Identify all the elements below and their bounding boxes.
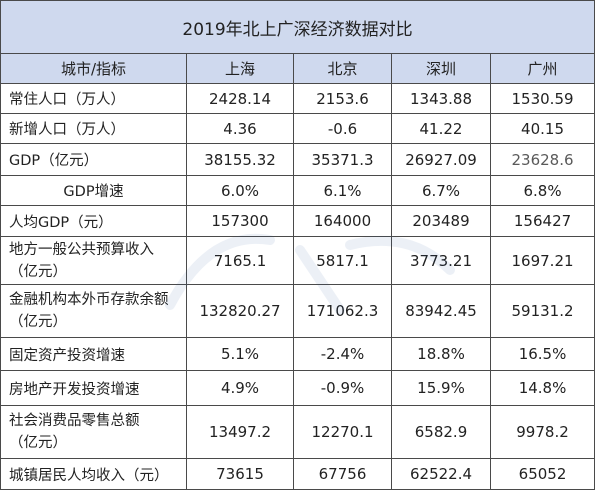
table-header-row: 城市/指标 上海 北京 深圳 广州: [0, 53, 596, 84]
cell-shanghai: 132820.27: [186, 284, 294, 338]
cell-guangzhou: 9978.2: [489, 405, 596, 459]
cell-shanghai: 13497.2: [186, 405, 294, 459]
cell-guangzhou: 23628.6: [489, 143, 596, 176]
cell-shenzhen: 15.9%: [391, 370, 491, 406]
table-row: 新增人口（万人） 4.36 -0.6 41.22 40.15: [0, 113, 596, 144]
cell-shenzhen: 3773.21: [391, 236, 491, 285]
cell-guangzhou: 1697.21: [489, 236, 596, 285]
row-label-line2: （亿元）: [9, 435, 67, 451]
row-label: 金融机构本外币存款余额 （亿元）: [0, 284, 187, 338]
row-label: 社会消费品零售总额 （亿元）: [0, 405, 187, 459]
cell-shanghai: 6.0%: [186, 175, 294, 206]
cell-shenzhen: 18.8%: [391, 337, 491, 371]
row-label: 房地产开发投资增速: [0, 370, 187, 406]
row-label-line1: 地方一般公共预算收入: [9, 241, 154, 258]
cell-beijing: 164000: [293, 205, 392, 237]
cell-beijing: 67756: [293, 458, 392, 490]
row-label-line2: （亿元）: [9, 263, 67, 280]
cell-beijing: 5817.1: [293, 236, 392, 285]
cell-beijing: -0.9%: [293, 370, 392, 406]
table-row: 金融机构本外币存款余额 （亿元） 132820.27 171062.3 83942…: [0, 284, 596, 338]
row-label: GDP增速: [0, 175, 187, 206]
cell-guangzhou: 40.15: [489, 113, 596, 144]
row-label: 地方一般公共预算收入 （亿元）: [0, 236, 187, 285]
header-indicator: 城市/指标: [0, 53, 187, 84]
cell-shanghai: 4.9%: [186, 370, 294, 406]
table-row: 城镇居民人均收入（元） 73615 67756 62522.4 65052: [0, 458, 596, 490]
cell-shanghai: 38155.32: [186, 143, 294, 176]
row-label: GDP（亿元）: [0, 143, 187, 176]
table-row: GDP（亿元） 38155.32 35371.3 26927.09 23628.…: [0, 143, 596, 176]
cell-shanghai: 157300: [186, 205, 294, 237]
header-shenzhen: 深圳: [391, 53, 491, 84]
table-title: 2019年北上广深经济数据对比: [0, 0, 596, 54]
cell-shenzhen: 1343.88: [391, 83, 491, 114]
cell-beijing: 6.1%: [293, 175, 392, 206]
table-row: 房地产开发投资增速 4.9% -0.9% 15.9% 14.8%: [0, 370, 596, 406]
cell-guangzhou: 65052: [489, 458, 596, 490]
row-label-line1: 社会消费品零售总额: [9, 413, 140, 429]
cell-beijing: 2153.6: [293, 83, 392, 114]
cell-guangzhou: 14.8%: [489, 370, 596, 406]
cell-shanghai: 7165.1: [186, 236, 294, 285]
header-guangzhou: 广州: [489, 53, 596, 84]
row-label-line2: （亿元）: [9, 314, 67, 330]
cell-shenzhen: 26927.09: [391, 143, 491, 176]
row-label: 城镇居民人均收入（元）: [0, 458, 187, 490]
cell-shenzhen: 83942.45: [391, 284, 491, 338]
table-row: 社会消费品零售总额 （亿元） 13497.2 12270.1 6582.9 997…: [0, 405, 596, 459]
cell-guangzhou: 6.8%: [489, 175, 596, 206]
cell-shenzhen: 6.7%: [391, 175, 491, 206]
table-row: 人均GDP（元） 157300 164000 203489 156427: [0, 205, 596, 237]
cell-guangzhou: 59131.2: [489, 284, 596, 338]
cell-shenzhen: 41.22: [391, 113, 491, 144]
header-beijing: 北京: [293, 53, 392, 84]
table-row: GDP增速 6.0% 6.1% 6.7% 6.8%: [0, 175, 596, 206]
cell-beijing: -0.6: [293, 113, 392, 144]
cell-shanghai: 2428.14: [186, 83, 294, 114]
cell-guangzhou: 156427: [489, 205, 596, 237]
cell-shenzhen: 6582.9: [391, 405, 491, 459]
row-label-line1: 金融机构本外币存款余额: [9, 292, 169, 308]
cell-guangzhou: 16.5%: [489, 337, 596, 371]
cell-shenzhen: 62522.4: [391, 458, 491, 490]
row-label: 人均GDP（元）: [0, 205, 187, 237]
cell-guangzhou: 1530.59: [489, 83, 596, 114]
cell-beijing: -2.4%: [293, 337, 392, 371]
cell-beijing: 35371.3: [293, 143, 392, 176]
cell-beijing: 171062.3: [293, 284, 392, 338]
cell-shanghai: 73615: [186, 458, 294, 490]
cell-shenzhen: 203489: [391, 205, 491, 237]
table-row: 地方一般公共预算收入 （亿元） 7165.1 5817.1 3773.21 169…: [0, 236, 596, 285]
row-label: 固定资产投资增速: [0, 337, 187, 371]
cell-beijing: 12270.1: [293, 405, 392, 459]
table-row: 常住人口（万人） 2428.14 2153.6 1343.88 1530.59: [0, 83, 596, 114]
header-shanghai: 上海: [186, 53, 294, 84]
cell-shanghai: 4.36: [186, 113, 294, 144]
row-label: 常住人口（万人）: [0, 83, 187, 114]
table-row: 固定资产投资增速 5.1% -2.4% 18.8% 16.5%: [0, 337, 596, 371]
cell-shanghai: 5.1%: [186, 337, 294, 371]
row-label: 新增人口（万人）: [0, 113, 187, 144]
